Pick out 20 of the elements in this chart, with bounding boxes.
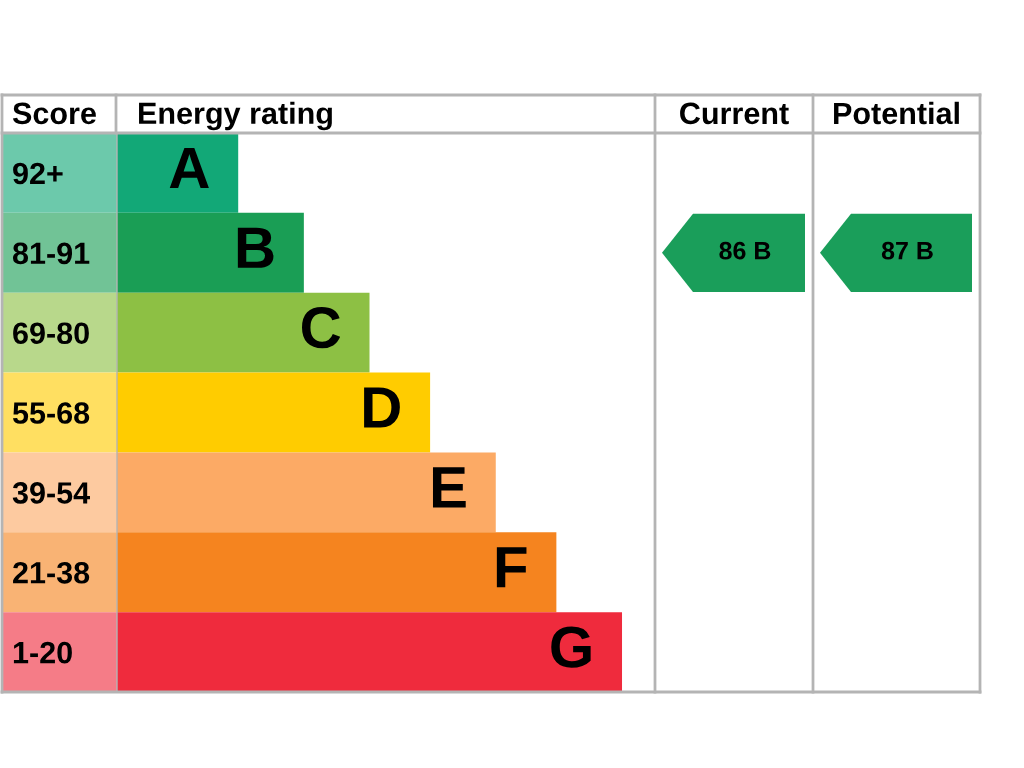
x-axis-title: Energy rating — [139, 101, 332, 131]
annotation: B — [237, 227, 274, 268]
y-tick-label: 92+ — [13, 162, 63, 185]
annotation: D — [364, 387, 400, 428]
y-tick-label: 55-68 — [12, 402, 90, 424]
y-tick-label: 69-80 — [13, 322, 89, 345]
text: Current — [680, 102, 789, 125]
y-tick-label: 81-91 — [12, 242, 90, 265]
annotation: F — [496, 547, 527, 588]
annotation: G — [551, 626, 591, 668]
annotation: C — [302, 306, 341, 349]
data-label: 87 B — [881, 241, 933, 260]
y-tick-label: 21-38 — [13, 561, 90, 584]
y-axis-title: Score — [12, 102, 96, 125]
annotation: E — [432, 467, 466, 508]
text: Potential — [834, 101, 959, 125]
y-tick-label: 1-20 — [13, 641, 72, 664]
annotation: A — [169, 147, 209, 189]
y-tick-label: 39-54 — [12, 482, 90, 504]
data-label: 86 B — [719, 241, 771, 260]
